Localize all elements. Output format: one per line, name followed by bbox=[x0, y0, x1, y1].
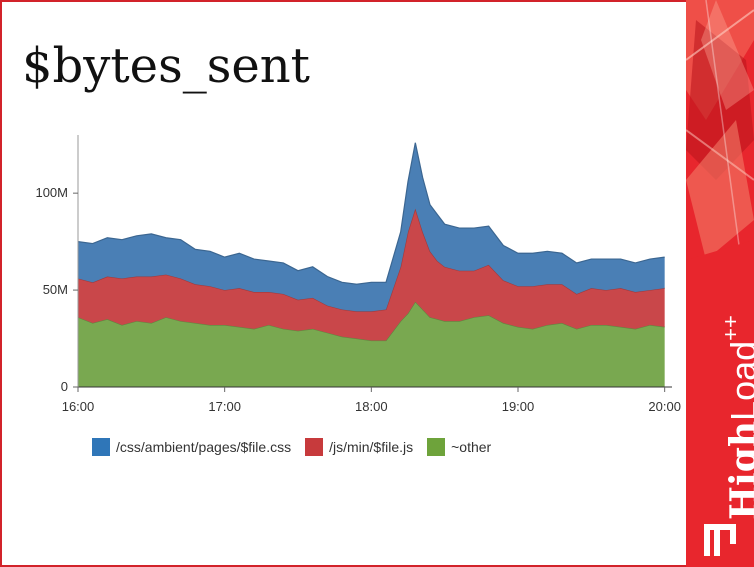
x-tick-label-0: 16:00 bbox=[62, 399, 95, 414]
legend-item-js: /js/min/$file.js bbox=[305, 438, 413, 456]
legend-label-other: ~other bbox=[451, 439, 492, 455]
legend-label-js: /js/min/$file.js bbox=[329, 439, 414, 455]
decorative-pattern bbox=[686, 0, 754, 300]
y-tick-label-1: 50M bbox=[43, 282, 68, 297]
legend-swatch-css bbox=[92, 438, 110, 456]
x-tick-label-1: 17:00 bbox=[208, 399, 241, 414]
legend-item-other: ~other bbox=[427, 438, 491, 456]
legend-swatch-js bbox=[305, 438, 324, 456]
chart-legend: /css/ambient/pages/$file.css /js/min/$fi… bbox=[92, 438, 505, 456]
slide-frame bbox=[0, 0, 686, 567]
brand-sup: ++ bbox=[718, 315, 743, 341]
x-tick-label-3: 19:00 bbox=[502, 399, 535, 414]
area-series-1 bbox=[78, 208, 665, 341]
slide-title: $bytes_sent bbox=[22, 38, 310, 94]
legend-swatch-other bbox=[427, 438, 446, 456]
stacked-area-chart: 0 50M 100M 16:00 17:00 18:00 19:00 20:00 bbox=[35, 135, 681, 414]
legend-item-css: /css/ambient/pages/$file.css bbox=[92, 438, 291, 456]
area-line-2 bbox=[77, 142, 665, 285]
y-tick-label-2: 100M bbox=[35, 185, 68, 200]
brand-logo: HighLoad++ bbox=[718, 315, 754, 520]
brand-bold: High bbox=[723, 420, 754, 520]
brand-mark-icon bbox=[704, 524, 736, 556]
area-series-0 bbox=[78, 301, 665, 387]
area-series-2 bbox=[78, 142, 665, 312]
x-tick-label-4: 20:00 bbox=[648, 399, 681, 414]
x-tick-label-2: 18:00 bbox=[355, 399, 388, 414]
legend-label-css: /css/ambient/pages/$file.css bbox=[116, 439, 292, 455]
brand-sidebar: HighLoad++ bbox=[686, 0, 754, 567]
y-tick-label-0: 0 bbox=[61, 379, 68, 394]
brand-light: Load bbox=[723, 340, 754, 421]
